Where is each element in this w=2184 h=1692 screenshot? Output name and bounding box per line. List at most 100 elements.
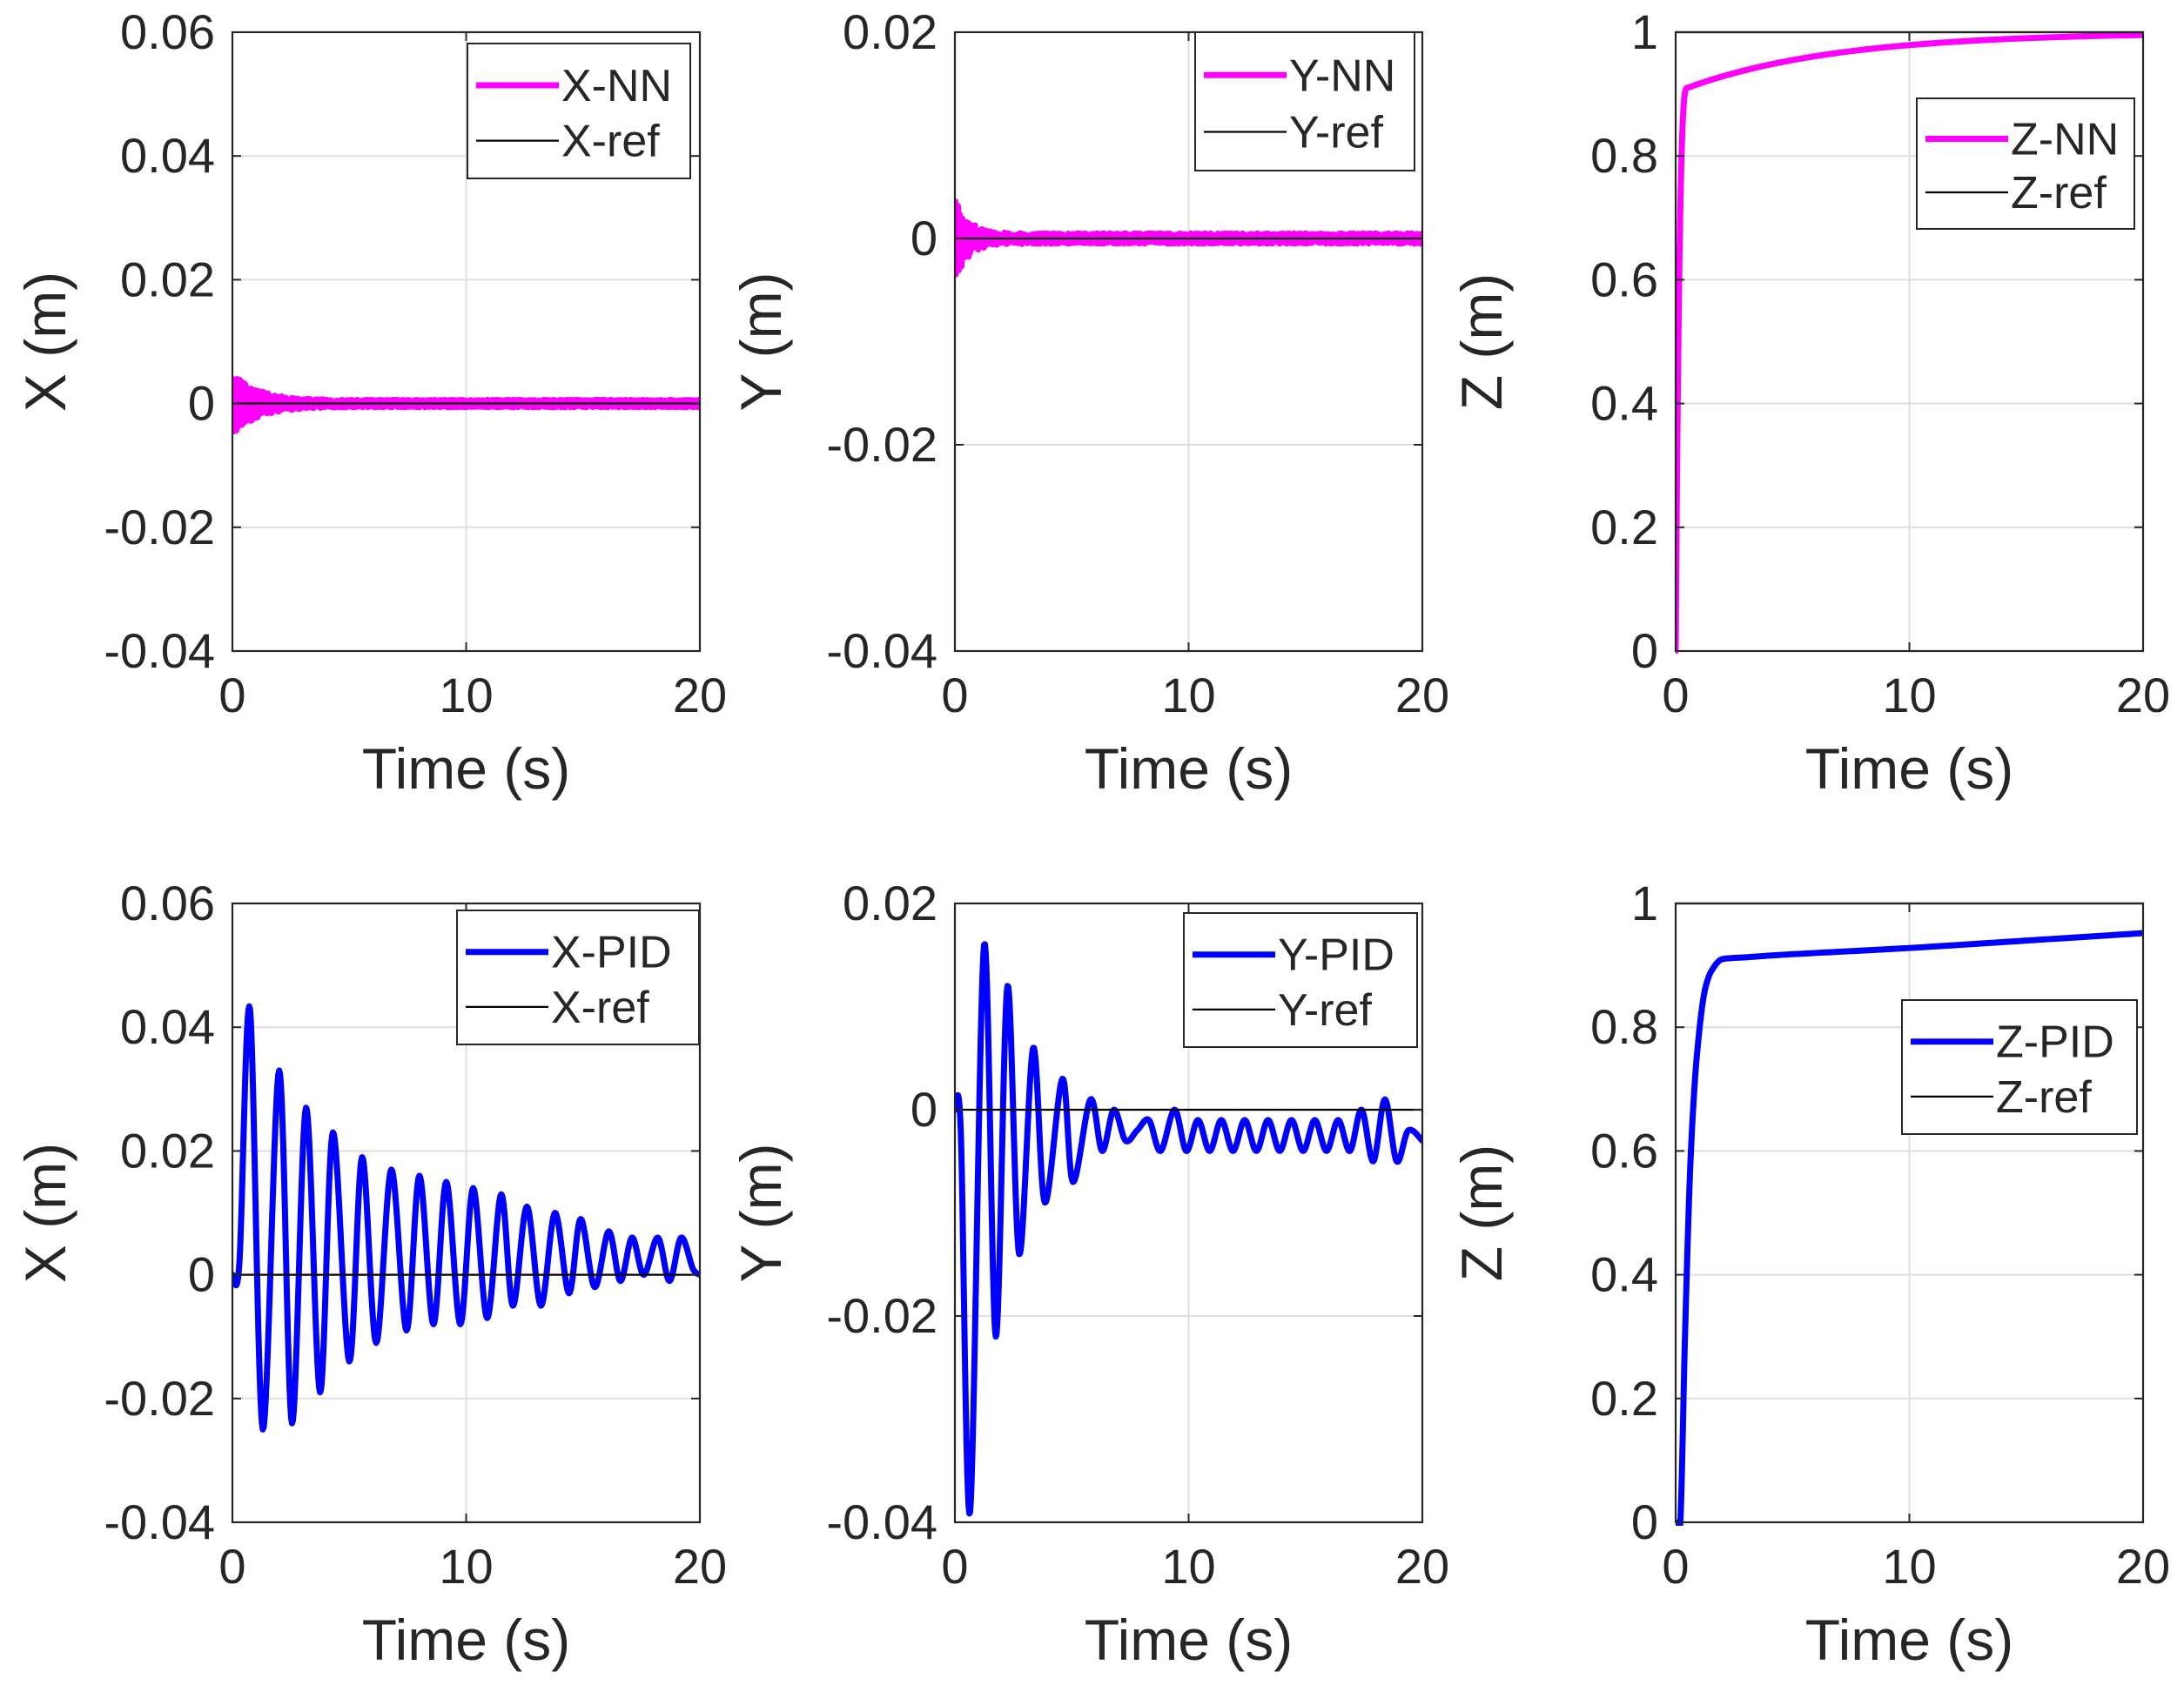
x-tick-label: 20 [673,668,727,722]
y-axis-title: Z (m) [1449,273,1514,411]
series-layer [232,1003,700,1433]
y-tick-label: 0 [1631,623,1658,678]
y-tick-label: 0.8 [1590,999,1658,1054]
legend-label-y-pid: Y-PID [1278,930,1394,981]
y-tick-label: -0.04 [104,1494,215,1549]
legend-box [1901,999,2138,1135]
y-tick-label: 1 [1631,4,1658,59]
series-layer [232,375,700,435]
chart-y-nn: 0 10 20 -0.04 -0.02 0 0.02 Time (s) Y (m) Y-NN Y-r… [729,4,1449,801]
legend: Y-NN Y-ref [1194,31,1415,171]
series-line-x-nn [232,375,700,435]
series-layer [955,941,1422,1517]
series-line-z-nn [1676,31,2143,655]
y-tick-label: -0.04 [104,623,215,678]
x-tick-label: 0 [218,1539,245,1594]
y-tick-label: 0.04 [120,999,215,1054]
x-tick-label: 10 [1882,668,1936,722]
y-tick-label: 0 [188,376,215,431]
x-axis-title: Time (s) [1805,1608,2014,1672]
x-tick-label: 0 [941,668,968,722]
legend-box [1194,31,1415,171]
y-tick-label: 0 [911,211,937,265]
y-tick-label: 0.4 [1590,376,1658,431]
y-tick-label: 0 [1631,1494,1658,1549]
x-tick-label: 0 [1662,1539,1689,1594]
x-tick-label: 10 [1882,1539,1936,1594]
x-tick-label: 20 [1395,1539,1449,1594]
y-tick-label: 0.04 [120,128,215,183]
x-tick-label: 10 [1161,1539,1215,1594]
x-tick-label: 20 [673,1539,727,1594]
x-tick-label: 20 [2116,668,2170,722]
legend-box [467,43,691,179]
legend: Z-NNZ-ref [1916,97,2135,230]
legend-label-y-ref: Y-ref [1289,107,1383,158]
y-tick-label: 0.06 [120,4,215,59]
series-line-y-nn [955,198,1422,278]
y-tick-label: -0.02 [826,417,937,472]
chart-x-nn: 0 10 20 -0.04 -0.02 0 0.02 0.04 0.06 Time (s) X (m… [13,4,727,801]
legend-box [1183,912,1418,1048]
legend-label-z-ref: Z-ref [2011,168,2107,218]
legend-label-z-ref: Z-ref [1996,1072,2092,1123]
y-tick-label: 0.2 [1590,500,1658,554]
y-tick-label: -0.02 [104,500,215,554]
legend-label-z-pid: Z-PID [1996,1017,2114,1068]
y-axis-title: Y (m) [729,1143,793,1282]
x-tick-label: 10 [439,668,493,722]
x-tick-label: 0 [218,668,245,722]
y-tick-label: -0.04 [826,623,937,678]
y-tick-label: 0.02 [843,4,937,59]
x-axis-title: Time (s) [362,1608,571,1672]
chart-y-pid: 0 10 20 -0.04 -0.02 0 0.02 Time (s) Y (m) Y-PIDY-… [729,876,1449,1672]
y-axis-title: Z (m) [1449,1145,1514,1282]
series-line-z-pid [1676,930,2143,1526]
chart-x-pid: 0 10 20 -0.04 -0.02 0 0.02 0.04 0.06 Time (s) X (m… [13,876,727,1672]
y-tick-label: 0.4 [1590,1247,1658,1302]
x-tick-label: 0 [1662,668,1689,722]
x-tick-label: 0 [941,1539,968,1594]
series-line-y-pid [955,941,1422,1517]
legend-label-z-nn: Z-NN [2011,115,2119,165]
chart-z-nn: 0 10 20 0 0.2 0.4 0.6 0.8 1 Time (s) Z (m) Z-NNZ-re… [1449,4,2170,801]
series-line-x-pid [232,1003,700,1433]
y-tick-label: 0.02 [120,252,215,306]
y-axis-title: X (m) [13,272,77,412]
y-tick-label: 0.06 [120,876,215,930]
y-tick-label: 0 [188,1247,215,1302]
y-tick-label: -0.02 [104,1371,215,1426]
y-tick-label: 1 [1631,876,1658,930]
series-layer [955,198,1422,278]
legend-label-x-pid: X-PID [551,928,672,978]
legend-box [1916,97,2135,230]
x-axis-title: Time (s) [1085,736,1294,801]
legend-label-y-ref: Y-ref [1278,985,1372,1036]
y-tick-label: 0.2 [1590,1371,1658,1426]
y-tick-label: -0.02 [826,1288,937,1343]
x-axis-title: Time (s) [1805,736,2014,801]
x-axis-title: Time (s) [362,736,571,801]
chart-z-pid: 0 10 20 0 0.2 0.4 0.6 0.8 1 Time (s) Z (m) Z-PIDZ-r… [1449,876,2170,1672]
x-tick-label: 10 [439,1539,493,1594]
legend: X-NN X-ref [467,43,691,179]
x-tick-label: 20 [1395,668,1449,722]
y-axis-title: X (m) [13,1143,77,1283]
y-tick-label: 0.6 [1590,1123,1658,1178]
y-tick-label: 0.02 [843,876,937,930]
y-tick-label: 0.6 [1590,252,1658,306]
x-tick-label: 10 [1161,668,1215,722]
legend-label-x-ref: X-ref [561,117,660,167]
y-tick-label: 0 [911,1082,937,1137]
y-axis-title: Y (m) [729,272,793,411]
y-tick-label: 0.02 [120,1123,215,1178]
legend-box [456,910,700,1045]
y-tick-label: 0.8 [1590,128,1658,183]
legend-label-x-nn: X-NN [561,61,672,111]
y-tick-label: -0.04 [826,1494,937,1549]
